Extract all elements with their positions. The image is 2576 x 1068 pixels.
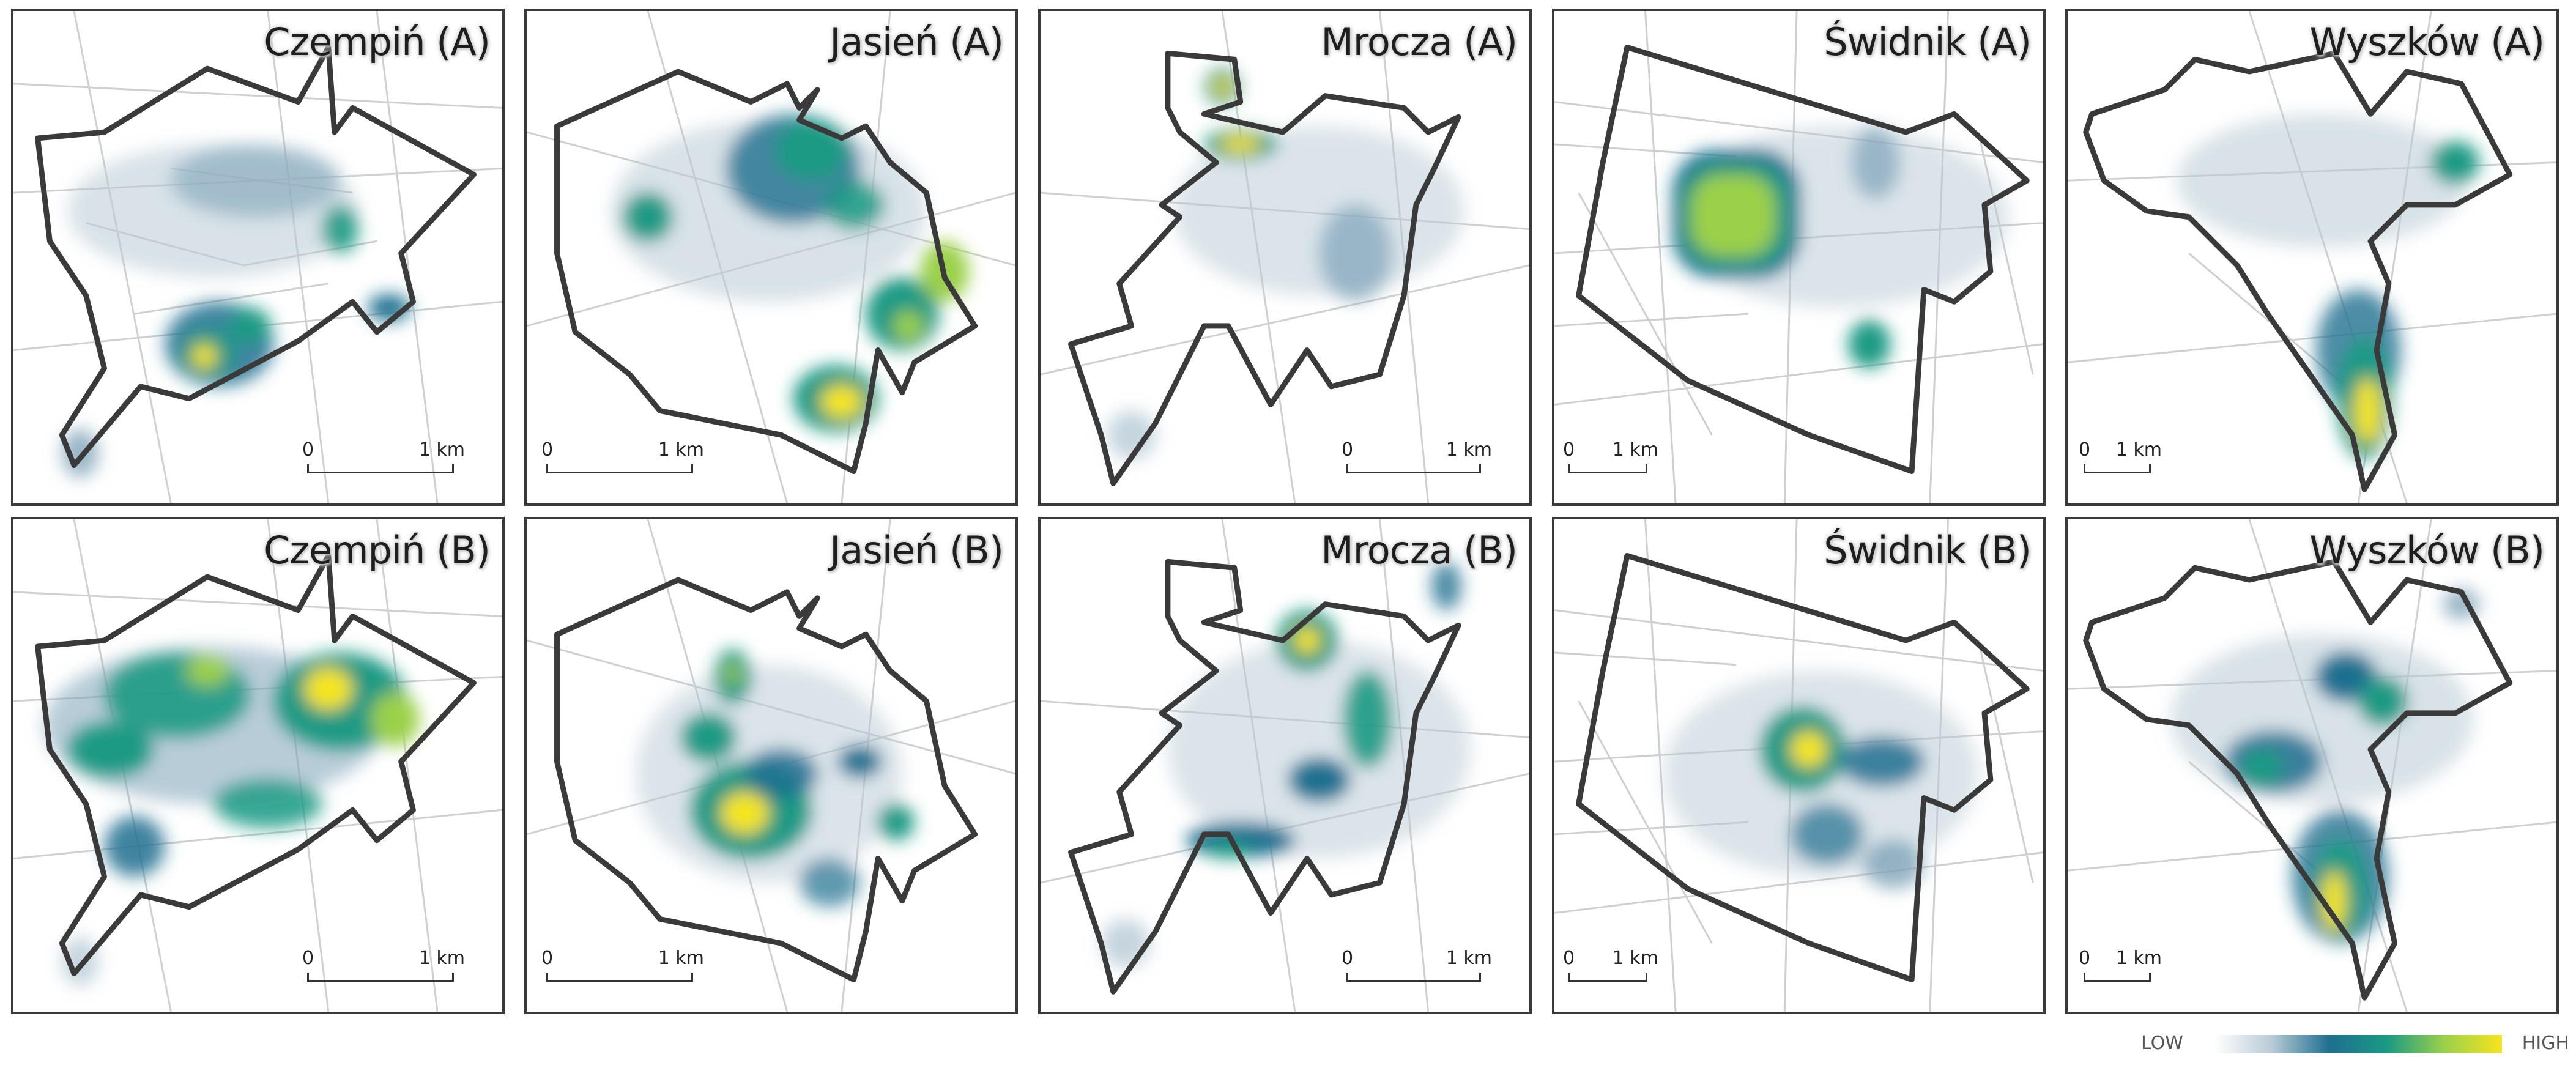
scale-line xyxy=(546,464,693,473)
scale-line xyxy=(1568,973,1647,982)
panel-title: Mrocza (B) xyxy=(1321,528,1518,573)
scale-label-zero: 0 xyxy=(302,439,314,461)
map-panel-swidnik-a: Świdnik (A) 0 1 km xyxy=(1552,9,2046,506)
panel-title: Jasień (B) xyxy=(830,528,1004,573)
map-panel-czempin-b: Czempiń (B) 0 1 km xyxy=(11,517,505,1014)
boundary-wyszkow-b xyxy=(2083,558,2513,1001)
heatmap-wyszkow-a xyxy=(2068,11,2556,503)
legend-color-ramp xyxy=(2214,1035,2502,1053)
map-panel-swidnik-b: Świdnik (B) 0 1 km xyxy=(1552,517,2046,1014)
boundary-czempin-b xyxy=(35,552,477,977)
scale-line xyxy=(1346,973,1481,982)
scale-bar: 0 1 km xyxy=(2079,947,2162,984)
scale-label-end: 1 km xyxy=(1612,947,1658,969)
panel-title: Świdnik (A) xyxy=(1824,20,2032,64)
scale-label-end: 1 km xyxy=(1446,947,1492,969)
scale-line xyxy=(2084,464,2151,473)
panel-title: Świdnik (B) xyxy=(1824,528,2032,573)
boundary-wyszkow-a xyxy=(2083,50,2513,492)
scale-bar: 0 1 km xyxy=(1342,947,1492,984)
scale-label-end: 1 km xyxy=(2115,947,2162,969)
scale-label-zero: 0 xyxy=(541,947,554,969)
scale-label-zero: 0 xyxy=(1342,947,1354,969)
scale-label-zero: 0 xyxy=(2079,439,2091,461)
heatmap-swidnik-b xyxy=(1554,519,2043,1012)
legend-low-label: LOW xyxy=(2141,1033,2183,1054)
boundary-swidnik-a xyxy=(1576,44,2030,474)
scale-label-end: 1 km xyxy=(658,439,704,461)
scale-bar: 0 1 km xyxy=(302,947,465,984)
scale-label-end: 1 km xyxy=(1446,439,1492,461)
scale-line xyxy=(1568,464,1647,473)
scale-label-end: 1 km xyxy=(1612,439,1658,461)
map-panel-wyszkow-a: Wyszków (A) 0 1 km xyxy=(2065,9,2559,506)
scale-bar: 0 1 km xyxy=(1342,439,1492,476)
panel-title: Czempiń (A) xyxy=(264,20,491,64)
scale-label-zero: 0 xyxy=(541,439,554,461)
scale-label-zero: 0 xyxy=(1563,947,1575,969)
scale-line xyxy=(2084,973,2151,982)
scale-bar: 0 1 km xyxy=(541,439,704,476)
panel-title: Wyszków (A) xyxy=(2309,20,2545,64)
scale-label-zero: 0 xyxy=(2079,947,2091,969)
map-panel-jasien-b: Jasień (B) 0 1 km xyxy=(524,517,1018,1014)
map-panel-wyszkow-b: Wyszków (B) 0 1 km xyxy=(2065,517,2559,1014)
map-panel-mrocza-a: Mrocza (A) 0 1 km xyxy=(1038,9,1532,506)
scale-bar: 0 1 km xyxy=(1563,439,1658,476)
panel-title: Mrocza (A) xyxy=(1321,20,1518,64)
panel-title: Czempiń (B) xyxy=(264,528,491,573)
heatmap-jasien-b xyxy=(527,519,1015,1012)
scale-bar: 0 1 km xyxy=(541,947,704,984)
scale-line xyxy=(1346,464,1481,473)
boundary-swidnik-b xyxy=(1576,552,2030,982)
scale-label-end: 1 km xyxy=(658,947,704,969)
scale-bar: 0 1 km xyxy=(2079,439,2162,476)
boundary-jasien-a xyxy=(554,69,978,474)
heatmap-mrocza-b xyxy=(1041,519,1529,1012)
heatmap-wyszkow-b xyxy=(2068,519,2556,1012)
map-panel-jasien-a: Jasień (A) 0 1 km xyxy=(524,9,1018,506)
scale-label-zero: 0 xyxy=(1342,439,1354,461)
heatmap-czempin-a xyxy=(13,11,502,503)
scale-line xyxy=(307,973,454,982)
boundary-mrocza-b xyxy=(1068,558,1461,995)
scale-label-zero: 0 xyxy=(1563,439,1575,461)
legend-high-label: HIGH xyxy=(2522,1033,2569,1054)
map-panel-mrocza-b: Mrocza (B) 0 1 km xyxy=(1038,517,1532,1014)
heatmap-czempin-b xyxy=(13,519,502,1012)
scale-bar: 0 1 km xyxy=(302,439,465,476)
heatmap-swidnik-a xyxy=(1554,11,2043,503)
scale-label-end: 1 km xyxy=(2115,439,2162,461)
panel-title: Jasień (A) xyxy=(830,20,1004,64)
map-panel-czempin-a: Czempiń (A) 0 1 km xyxy=(11,9,505,506)
boundary-mrocza-a xyxy=(1068,50,1461,486)
scale-label-end: 1 km xyxy=(418,947,465,969)
heatmap-jasien-a xyxy=(527,11,1015,503)
boundary-czempin-a xyxy=(35,44,477,469)
density-legend: LOW HIGH xyxy=(2141,1028,2569,1058)
panel-title: Wyszków (B) xyxy=(2309,528,2545,573)
scale-line xyxy=(546,973,693,982)
scale-line xyxy=(307,464,454,473)
boundary-jasien-b xyxy=(554,577,978,982)
scale-label-zero: 0 xyxy=(302,947,314,969)
scale-label-end: 1 km xyxy=(418,439,465,461)
scale-bar: 0 1 km xyxy=(1563,947,1658,984)
heatmap-mrocza-a xyxy=(1041,11,1529,503)
